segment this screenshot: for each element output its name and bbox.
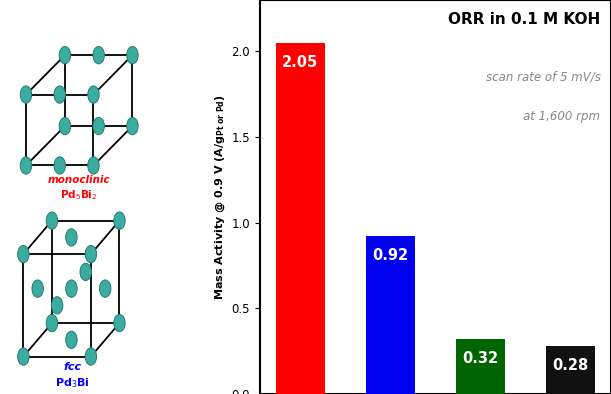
Circle shape [59,117,71,135]
Circle shape [80,263,92,281]
Circle shape [20,86,32,103]
Circle shape [20,157,32,174]
Circle shape [54,157,65,174]
Text: Pd$_5$Bi$_2$: Pd$_5$Bi$_2$ [60,188,98,202]
Y-axis label: Mass Activity @ 0.9 V (A/g$_{\mathregular{Pt\ or\ Pd}}$): Mass Activity @ 0.9 V (A/g$_{\mathregula… [214,94,227,300]
Bar [546,346,595,394]
Circle shape [93,117,104,135]
Circle shape [88,86,99,103]
Circle shape [46,314,57,332]
Text: monoclinic: monoclinic [48,175,111,185]
Text: scan rate of 5 mV/s: scan rate of 5 mV/s [486,71,601,84]
Text: at 1,600 rpm: at 1,600 rpm [524,110,601,123]
Circle shape [54,86,65,103]
Circle shape [85,245,97,263]
Circle shape [85,348,97,365]
Circle shape [114,212,125,229]
Text: 0.32: 0.32 [463,351,499,366]
Circle shape [126,117,138,135]
Circle shape [88,157,99,174]
Circle shape [66,280,77,297]
Text: ORR in 0.1 M KOH: ORR in 0.1 M KOH [448,12,601,27]
Text: 0.92: 0.92 [372,248,408,264]
Circle shape [18,348,29,365]
Circle shape [93,46,104,64]
Circle shape [66,331,77,348]
Circle shape [66,229,77,246]
Bar [365,236,415,394]
Text: 0.28: 0.28 [552,358,588,373]
Text: Pd$_3$Bi: Pd$_3$Bi [55,376,90,390]
Bar [456,339,505,394]
Circle shape [46,212,57,229]
Circle shape [126,46,138,64]
Circle shape [51,297,63,314]
Circle shape [18,245,29,263]
Text: 2.05: 2.05 [282,55,318,70]
Circle shape [59,46,71,64]
Text: fcc: fcc [64,362,82,372]
Circle shape [100,280,111,297]
Circle shape [114,314,125,332]
Circle shape [32,280,43,297]
Bar [276,43,325,394]
